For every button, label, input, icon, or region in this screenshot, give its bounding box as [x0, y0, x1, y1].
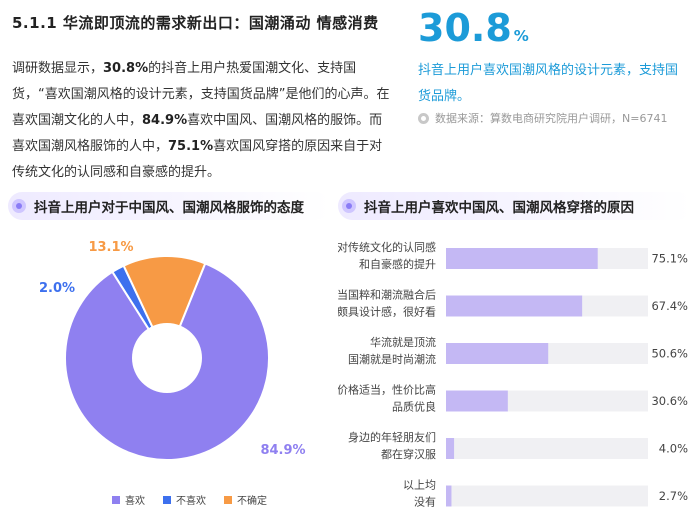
category-label-4: 身边的年轻朋友们: [348, 430, 436, 444]
bar-1: [446, 295, 583, 317]
bar-3: [446, 390, 508, 412]
source-text: 数据来源：算数电商研究院用户调研，N=6741: [435, 112, 668, 125]
intro-text-2: 的抖音上用户热爱国潮文化、支持国货，“喜欢国潮风格的设计元素，支持国货品牌”是他…: [12, 61, 390, 128]
category-label-1: 当国粹和潮流融合后: [338, 288, 436, 302]
category-label-1: 颇具设计感，很好看: [338, 305, 436, 319]
donut-hole: [132, 323, 202, 393]
bullet-icon: [342, 199, 356, 213]
pie-slice-label-0: 84.9%: [260, 443, 305, 458]
intro-text-1: 调研数据显示，: [12, 61, 104, 76]
pie-slice-2: [122, 255, 207, 361]
category-label-5: 以上均: [403, 479, 436, 492]
legend-label: 不确定: [237, 496, 267, 507]
left-panel-title: 抖音上用户对于中国风、国潮风格服饰的态度: [34, 200, 304, 216]
bar-value-label-1: 67.4%: [651, 299, 688, 313]
intro-highlight-3: 75.1%: [168, 139, 214, 154]
category-label-3: 品质优良: [392, 400, 436, 414]
key-stat-unit: %: [513, 27, 529, 45]
left-panel-header: 抖音上用户对于中国风、国潮风格服饰的态度: [8, 192, 330, 220]
bar-track-4: [446, 438, 648, 459]
bar-value-label-5: 2.7%: [659, 489, 688, 503]
intro-paragraph: 调研数据显示，30.8%的抖音上用户热爱国潮文化、支持国货，“喜欢国潮风格的设计…: [12, 56, 392, 186]
legend-swatch: [112, 495, 120, 504]
legend-swatch: [224, 495, 232, 504]
legend-item-1: 不喜欢: [163, 492, 206, 507]
bar-4: [446, 438, 455, 459]
key-stat-value: 30.8: [418, 6, 512, 50]
category-label-5: 没有: [414, 495, 436, 509]
data-source: 数据来源：算数电商研究院用户调研，N=6741: [418, 110, 667, 126]
legend-item-0: 喜欢: [112, 492, 145, 507]
category-label-0: 和自豪感的提升: [359, 257, 436, 271]
attitude-donut-chart: 84.9% 2.0% 13.1%: [39, 240, 306, 461]
intro-highlight-1: 30.8%: [103, 61, 149, 76]
pie-legend: 喜欢 不喜欢 不确定: [112, 492, 267, 507]
category-label-4: 都在穿汉服: [381, 447, 436, 461]
bar-value-label-2: 50.6%: [651, 347, 688, 361]
category-label-2: 国潮就是时尚潮流: [348, 352, 436, 366]
key-stat-description: 抖音上用户喜欢国潮风格的设计元素，支持国货品牌。: [418, 63, 679, 104]
source-icon: [418, 112, 429, 124]
category-label-3: 价格适当，性价比高: [338, 383, 436, 397]
legend-item-2: 不确定: [224, 492, 267, 507]
legend-label: 不喜欢: [176, 496, 206, 507]
key-stat: 30.8%: [418, 6, 529, 50]
bar-5: [446, 485, 452, 507]
bullet-icon: [12, 199, 26, 213]
bar-value-label-4: 4.0%: [659, 442, 688, 456]
legend-label: 喜欢: [125, 496, 145, 507]
bar-0: [446, 248, 598, 269]
right-panel-title: 抖音上用户喜欢中国风、国潮风格穿搭的原因: [364, 200, 634, 216]
right-panel-header: 抖音上用户喜欢中国风、国潮风格穿搭的原因: [338, 192, 692, 220]
intro-highlight-2: 84.9%: [142, 113, 188, 128]
pie-slice-label-2: 13.1%: [88, 240, 133, 255]
section-title: 5.1.1 华流即顶流的需求新出口：国潮涌动 情感消费: [12, 14, 379, 32]
category-label-2: 华流就是顶流: [370, 335, 436, 349]
legend-swatch: [163, 495, 171, 504]
bar-track-5: [446, 485, 648, 507]
intro-text-4: 喜欢国风穿搭的原因来自于对传统文化的认同感和自豪感的提升。: [12, 139, 383, 180]
bar-value-label-0: 75.1%: [651, 252, 688, 266]
bar-2: [446, 343, 549, 364]
intro-text-3: 喜欢中国风、国潮风格的服饰。而喜欢国潮风格服饰的人中，: [12, 113, 383, 154]
category-label-0: 对传统文化的认同感: [338, 240, 436, 254]
bar-value-label-3: 30.6%: [651, 394, 688, 408]
pie-slice-label-1: 2.0%: [39, 281, 75, 296]
